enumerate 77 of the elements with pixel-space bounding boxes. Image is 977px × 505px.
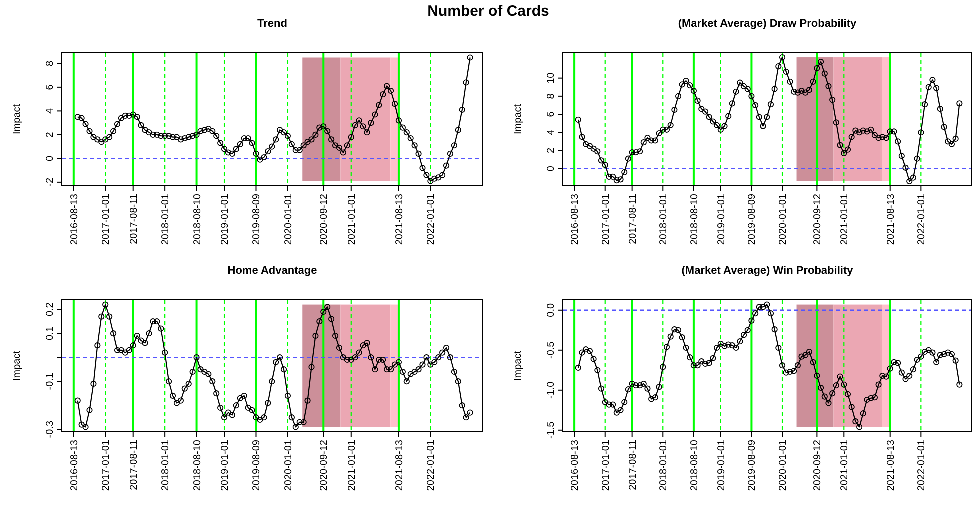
x-tick-label: 2020-09-12	[319, 194, 330, 246]
chart-title: (Market Average) Win Probability	[682, 265, 854, 277]
y-tick-label: 10	[546, 72, 557, 84]
y-axis-title: Impact	[12, 350, 23, 382]
x-tick-label: 2022-01-01	[426, 194, 438, 246]
x-tick-label: 2020-09-12	[812, 194, 824, 246]
y-tick-label: 0.1	[45, 326, 56, 341]
x-tick-label: 2017-08-11	[628, 440, 639, 490]
x-tick-label: 2020-01-01	[778, 194, 790, 246]
text: Number of Cards	[428, 3, 550, 20]
y-tick-label: 8	[546, 93, 557, 100]
x-tick-label: 2018-01-01	[658, 194, 670, 246]
x-tick-label: 2022-01-01	[916, 440, 928, 492]
x-tick-label: 2018-01-01	[160, 194, 172, 246]
x-tick-label: 2019-08-09	[252, 440, 263, 492]
x-tick-label: 2020-01-01	[283, 194, 294, 246]
x-tick-label: 2021-08-13	[394, 194, 406, 246]
x-tick-label: 2016-08-13	[69, 440, 80, 492]
x-tick-label: 2018-08-10	[192, 194, 204, 246]
x-tick-label: 2021-01-01	[840, 440, 851, 492]
x-tick-label: 2016-08-13	[570, 194, 582, 246]
x-tick-label: 2021-01-01	[840, 194, 851, 246]
x-tick-label: 2019-08-09	[747, 440, 758, 492]
x-tick-label: 2019-01-01	[220, 194, 232, 246]
y-tick-label: 4	[45, 108, 56, 114]
y-tick-label: 0.2	[45, 302, 56, 317]
y-tick-label: -1.0	[546, 381, 557, 400]
y-tick-label: -0.1	[45, 372, 56, 390]
x-tick-label: 2020-01-01	[778, 440, 790, 492]
x-tick-label: 2017-01-01	[600, 194, 612, 246]
x-tick-label: 2018-08-10	[689, 194, 700, 246]
x-tick-label: 2017-01-01	[101, 194, 112, 246]
y-tick-label: -0.3	[45, 420, 56, 438]
x-tick-label: 2017-08-11	[128, 194, 140, 244]
x-tick-label: 2022-01-01	[916, 194, 928, 246]
y-tick-label: 2	[45, 132, 56, 138]
y-tick-label: -1.5	[546, 421, 557, 440]
x-tick-label: 2018-08-10	[192, 440, 204, 492]
y-tick-label: -2	[45, 178, 56, 187]
x-tick-label: 2021-01-01	[346, 194, 358, 246]
y-tick-label: 0	[45, 155, 56, 162]
chart-title: (Market Average) Draw Probability	[678, 18, 858, 30]
y-tick-label: -0.5	[546, 341, 557, 360]
x-tick-label: 2020-01-01	[283, 440, 294, 492]
x-tick-label: 2021-08-13	[394, 440, 406, 492]
x-tick-label: 2018-08-10	[689, 440, 700, 492]
y-axis-title: Impact	[513, 104, 524, 135]
x-tick-label: 2017-08-11	[628, 194, 639, 244]
x-tick-label: 2018-01-01	[160, 440, 172, 492]
x-tick-label: 2019-01-01	[716, 440, 728, 492]
x-tick-label: 2018-01-01	[658, 440, 670, 492]
y-tick-label: 2	[546, 147, 557, 154]
y-tick-label: 0.0	[546, 303, 557, 318]
x-tick-label: 2017-08-11	[128, 440, 140, 490]
x-tick-label: 2020-09-12	[319, 440, 330, 492]
y-tick-label: 8	[45, 60, 56, 66]
x-tick-label: 2017-01-01	[600, 440, 612, 492]
y-axis-title: Impact	[513, 350, 524, 382]
x-tick-label: 2016-08-13	[69, 194, 80, 246]
x-tick-label: 2019-01-01	[220, 440, 232, 492]
x-tick-label: 2020-09-12	[812, 440, 824, 492]
x-tick-label: 2021-08-13	[886, 440, 897, 492]
x-tick-label: 2017-01-01	[101, 440, 112, 492]
x-tick-label: 2021-01-01	[346, 440, 358, 492]
chart-title: Trend	[258, 18, 288, 30]
y-tick-label: 6	[546, 111, 557, 118]
x-tick-label: 2019-08-09	[252, 194, 263, 246]
y-tick-label: 6	[45, 84, 56, 90]
chart-title: Home Advantage	[228, 265, 318, 277]
x-tick-label: 2022-01-01	[426, 440, 438, 492]
x-tick-label: 2019-01-01	[716, 194, 728, 246]
x-tick-label: 2021-08-13	[886, 194, 897, 246]
x-tick-label: 2019-08-09	[747, 194, 758, 246]
y-axis-title: Impact	[12, 104, 23, 135]
y-tick-label: 0	[546, 166, 557, 172]
x-tick-label: 2016-08-13	[570, 440, 582, 492]
y-tick-label: 4	[546, 129, 557, 136]
